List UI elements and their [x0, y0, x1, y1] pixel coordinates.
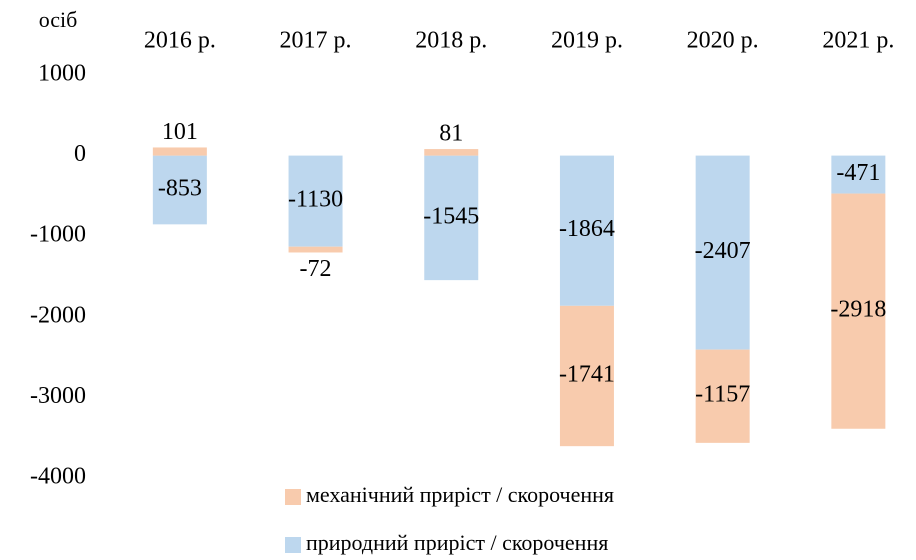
x-tick-label: 2020 р.	[687, 28, 759, 54]
bar-segment	[831, 193, 886, 429]
data-label: -1545	[423, 203, 479, 229]
data-label: -471	[836, 160, 880, 186]
bar-segment	[424, 155, 479, 281]
y-axis-label: осіб	[39, 7, 78, 32]
data-label: 101	[162, 119, 198, 145]
data-label: -72	[300, 256, 332, 282]
bar-segment	[831, 155, 886, 194]
x-tick-label: 2016 р.	[144, 28, 216, 54]
y-tick-label: -4000	[30, 464, 86, 490]
y-tick-label: -3000	[30, 383, 86, 409]
data-label: -1741	[559, 362, 615, 388]
data-label: -2918	[830, 297, 886, 323]
y-tick-label: 0	[74, 141, 86, 167]
data-label: -853	[158, 175, 202, 201]
y-tick-label: -1000	[30, 222, 86, 248]
bar-segment	[288, 155, 343, 247]
legend-label: природний приріст / скорочення	[306, 530, 608, 555]
x-tick-label: 2017 р.	[280, 28, 352, 54]
bar-segment	[424, 149, 479, 156]
bar-segment	[288, 246, 343, 253]
data-label: 81	[439, 121, 463, 147]
y-tick-label: 1000	[38, 61, 86, 87]
x-tick-label: 2019 р.	[551, 28, 623, 54]
bar-segment	[152, 155, 207, 225]
y-tick-label: -2000	[30, 302, 86, 328]
x-tick-label: 2018 р.	[415, 28, 487, 54]
bar-segment	[695, 155, 750, 350]
x-tick-label: 2021 р.	[822, 28, 894, 54]
data-label: -2407	[695, 238, 751, 264]
bar-segment	[152, 147, 207, 156]
data-label: -1864	[559, 216, 615, 242]
legend-swatch	[285, 537, 301, 553]
data-label: -1157	[695, 382, 750, 408]
bar-segment	[559, 305, 614, 447]
bar-segment	[695, 349, 750, 443]
data-label: -1130	[288, 187, 343, 213]
bar-segment	[559, 155, 614, 306]
legend-swatch	[285, 489, 301, 505]
legend-label: механічний приріст / скорочення	[306, 482, 614, 507]
